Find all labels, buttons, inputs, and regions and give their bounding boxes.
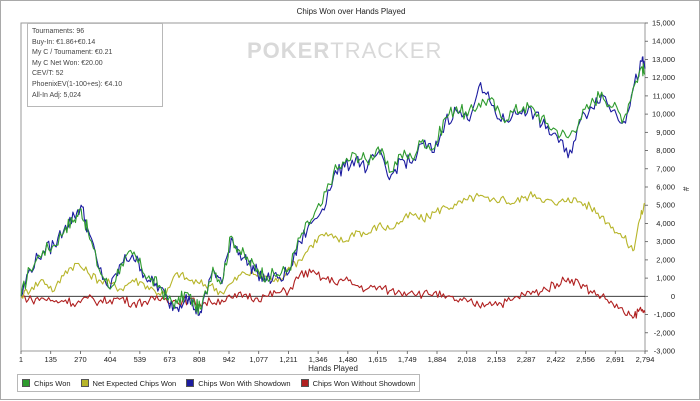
x-tick-label: 1,077	[249, 355, 268, 364]
x-tick-label: 1,615	[368, 355, 387, 364]
y-tick-label: 0	[671, 292, 675, 301]
stat-line: CEV/T: 52	[32, 70, 64, 78]
y-axis-unit: #	[681, 187, 690, 192]
x-tick-label: 808	[193, 355, 206, 364]
legend-label: Chips Won With Showdown	[198, 378, 291, 388]
y-tick-label: 4,000	[656, 219, 675, 228]
series-line	[20, 63, 646, 315]
x-tick-label: 1,211	[279, 355, 297, 364]
y-tick-label: 10,000	[652, 110, 675, 119]
x-tick-label: 1,749	[398, 355, 417, 364]
y-tick-label: -1,000	[654, 310, 675, 319]
x-tick-label: 1,884	[428, 355, 447, 364]
legend-item[interactable]: Chips Won	[22, 379, 71, 388]
y-tick-label: 5,000	[656, 201, 675, 210]
stat-line: My C Net Won: €20.00	[32, 59, 103, 67]
legend-item[interactable]: Chips Won Without Showdown	[300, 378, 416, 388]
y-tick-label: 15,000	[652, 19, 675, 28]
legend-label: Chips Won Without Showdown	[312, 378, 416, 388]
y-tick-label: 14,000	[652, 37, 675, 46]
legend-label: Chips Won	[34, 378, 71, 388]
stat-line: All-In Adj: 5,024	[32, 91, 82, 99]
legend: Chips Won Net Expected Chips Won Chips W…	[17, 374, 421, 392]
y-tick-label: -2,000	[654, 328, 675, 337]
y-tick-label: 12,000	[652, 73, 675, 82]
x-tick-label: 2,794	[636, 355, 655, 364]
y-tick-label: 7,000	[656, 164, 675, 173]
x-tick-label: 270	[74, 355, 87, 364]
x-tick-label: 2,422	[546, 355, 565, 364]
watermark-part2: TRACKER	[330, 38, 443, 63]
y-tick-label: -3,000	[654, 347, 675, 356]
chart-title: Chips Won over Hands Played	[296, 7, 406, 16]
watermark-logo: POKERTRACKER	[247, 38, 442, 64]
x-tick-label: 135	[44, 355, 57, 364]
stat-line: Buy-In: €1.86+€0.14	[32, 38, 96, 46]
y-tick-label: 11,000	[653, 91, 675, 100]
x-tick-label: 1	[19, 355, 23, 364]
legend-swatch	[186, 379, 195, 387]
series-line	[20, 191, 646, 299]
y-tick-label: 2,000	[656, 255, 675, 264]
stats-box: Tournaments: 96 Buy-In: €1.86+€0.14 My C…	[27, 23, 163, 107]
stat-line: Tournaments: 96	[32, 28, 85, 35]
x-tick-label: 2,018	[457, 355, 476, 364]
x-tick-label: 2,691	[606, 355, 625, 364]
legend-swatch	[300, 379, 309, 387]
x-tick-label: 1,480	[338, 355, 357, 364]
y-tick-label: 9,000	[656, 128, 675, 137]
legend-swatch	[22, 379, 30, 387]
y-tick-label: 6,000	[656, 183, 675, 192]
x-axis-title: Hands Played	[308, 364, 358, 373]
series-line	[20, 268, 646, 319]
x-tick-label: 942	[223, 355, 236, 364]
x-tick-label: 673	[163, 355, 176, 364]
legend-swatch	[80, 379, 89, 387]
y-tick-label: 3,000	[656, 237, 675, 246]
y-tick-label: 1,000	[656, 274, 675, 283]
legend-item[interactable]: Chips Won With Showdown	[186, 378, 291, 388]
y-tick-label: 13,000	[652, 55, 675, 64]
x-tick-label: 2,287	[517, 355, 536, 364]
stat-line: PhoenixEV(1-100+es): €4.10	[32, 80, 123, 88]
x-tick-label: 1,346	[309, 355, 328, 364]
x-tick-label: 2,556	[576, 355, 595, 364]
y-tick-label: 8,000	[656, 146, 675, 155]
x-tick-label: 2,153	[487, 355, 506, 364]
series-line	[20, 56, 646, 316]
watermark-part1: POKER	[247, 38, 331, 63]
legend-label: Net Expected Chips Won	[92, 378, 177, 388]
x-tick-label: 404	[104, 355, 117, 364]
x-tick-label: 539	[134, 355, 147, 364]
legend-item[interactable]: Net Expected Chips Won	[80, 378, 177, 388]
stat-line: My C / Tournament: €0.21	[32, 49, 113, 57]
